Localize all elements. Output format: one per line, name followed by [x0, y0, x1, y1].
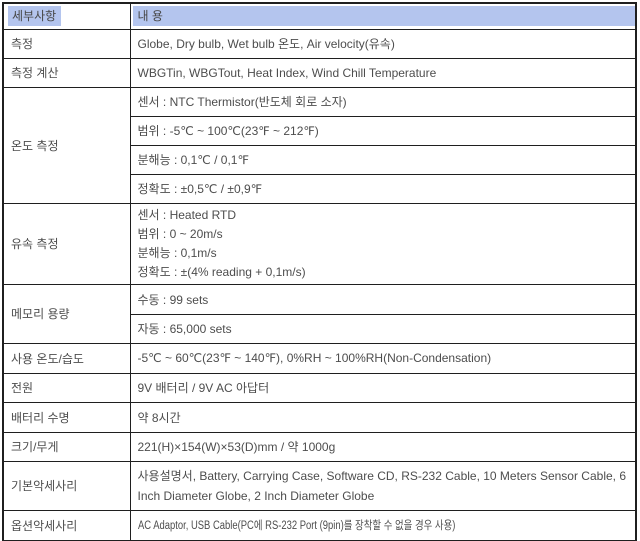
row-label: 유속 측정	[2, 202, 131, 285]
row-label: 기본악세사리	[2, 460, 131, 511]
row-power: 전원 9V 배터리 / 9V AC 아답터	[2, 372, 637, 403]
header-details-cell: 세부사항	[2, 2, 131, 30]
row-label: 배터리 수명	[2, 401, 131, 433]
header-content-highlight: 내 용	[132, 6, 635, 27]
row-label: 옵션악세사리	[2, 509, 131, 541]
row-value: 221(H)×154(W)×53(D)mm / 약 1000g	[129, 431, 637, 462]
row-air-velocity: 유속 측정 센서 : Heated RTD 범위 : 0 ~ 20m/s 분해능…	[2, 202, 637, 285]
row-memory-auto: 자동 : 65,000 sets	[3, 313, 637, 344]
row-value: 센서 : Heated RTD 범위 : 0 ~ 20m/s 분해능 : 0,1…	[129, 202, 637, 285]
air-velocity-accuracy-line: 정확도 : ±(4% reading + 0,1m/s)	[137, 264, 306, 279]
row-value: Globe, Dry bulb, Wet bulb 온도, Air veloci…	[129, 28, 637, 59]
row-operating-temp-humidity: 사용 온도/습도 -5℃ ~ 60℃(23℉ ~ 140℉), 0%RH ~ 1…	[2, 342, 637, 374]
optional-accessories-text: AC Adaptor, USB Cable(PC에 RS-232 Port (9…	[137, 520, 455, 533]
row-temperature-resolution: 분해능 : 0,1℃ / 0,1℉	[3, 144, 637, 175]
row-value: 자동 : 65,000 sets	[129, 313, 637, 344]
row-battery-life: 배터리 수명 약 8시간	[2, 401, 637, 433]
row-optional-accessories: 옵션악세사리 AC Adaptor, USB Cable(PC에 RS-232 …	[2, 509, 637, 541]
row-value: -5℃ ~ 60℃(23℉ ~ 140℉), 0%RH ~ 100%RH(Non…	[129, 342, 637, 374]
row-label: 측정 계산	[2, 57, 131, 88]
row-value: WBGTin, WBGTout, Heat Index, Wind Chill …	[129, 57, 637, 88]
row-value: 9V 배터리 / 9V AC 아답터	[129, 372, 637, 403]
air-velocity-resolution-line: 분해능 : 0,1m/s	[137, 245, 217, 260]
row-value: 분해능 : 0,1℃ / 0,1℉	[129, 144, 637, 175]
row-label: 크기/무게	[2, 431, 131, 462]
row-label: 측정	[2, 28, 131, 59]
row-measurement: 측정 Globe, Dry bulb, Wet bulb 온도, Air vel…	[2, 28, 637, 59]
row-temperature-range: 범위 : -5℃ ~ 100℃(23℉ ~ 212℉)	[3, 115, 637, 146]
row-standard-accessories: 기본악세사리 사용설명서, Battery, Carrying Case, So…	[2, 460, 637, 511]
row-label: 온도 측정	[2, 86, 131, 204]
row-label: 사용 온도/습도	[2, 342, 131, 374]
header-content-cell: 내 용	[129, 2, 637, 30]
header-details-highlight: 세부사항	[8, 6, 62, 27]
row-value: 센서 : NTC Thermistor(반도체 회로 소자)	[129, 86, 637, 117]
row-label: 전원	[2, 372, 131, 403]
row-size-weight: 크기/무게 221(H)×154(W)×53(D)mm / 약 1000g	[2, 431, 637, 462]
air-velocity-sensor-line: 센서 : Heated RTD	[137, 207, 237, 222]
row-value: 정확도 : ±0,5℃ / ±0,9℉	[129, 173, 637, 204]
row-label: 메모리 용량	[2, 283, 131, 344]
air-velocity-range-line: 범위 : 0 ~ 20m/s	[137, 226, 223, 241]
row-measurement-calc: 측정 계산 WBGTin, WBGTout, Heat Index, Wind …	[2, 57, 637, 88]
row-value: 약 8시간	[129, 401, 637, 433]
table-header-row: 세부사항 내 용	[2, 2, 637, 30]
row-temperature-sensor: 온도 측정 센서 : NTC Thermistor(반도체 회로 소자)	[2, 86, 637, 204]
row-memory-manual: 메모리 용량 수동 : 99 sets	[2, 283, 637, 344]
row-value: 범위 : -5℃ ~ 100℃(23℉ ~ 212℉)	[129, 115, 637, 146]
row-value: AC Adaptor, USB Cable(PC에 RS-232 Port (9…	[129, 509, 637, 541]
row-value: 수동 : 99 sets	[129, 283, 637, 315]
row-value: 사용설명서, Battery, Carrying Case, Software …	[129, 460, 637, 511]
